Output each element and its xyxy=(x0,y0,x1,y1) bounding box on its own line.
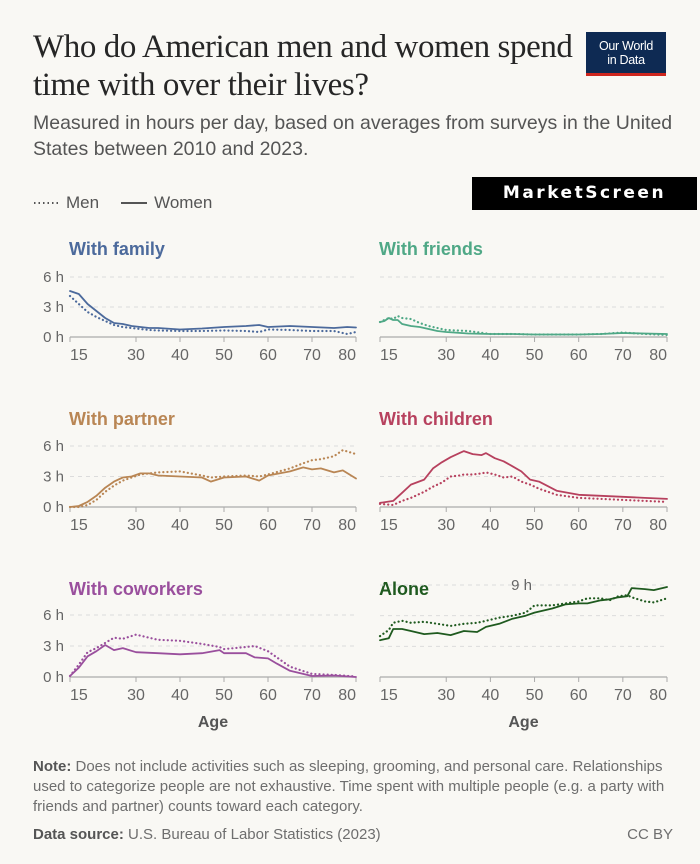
series-line-women xyxy=(379,317,668,336)
x-tick-label: 80 xyxy=(649,517,667,534)
footer: Note: Does not include activities such a… xyxy=(33,757,673,845)
x-tick-label: 60 xyxy=(570,517,588,534)
series-line-women xyxy=(379,586,668,642)
x-tick-label: 60 xyxy=(570,687,588,704)
x-tick-label: 80 xyxy=(338,517,356,534)
x-tick-label: 15 xyxy=(380,687,398,704)
x-tick-label: 40 xyxy=(171,517,189,534)
panel-title: With partner xyxy=(69,409,175,429)
series-line-women xyxy=(69,644,357,678)
license[interactable]: CC BY xyxy=(627,826,673,843)
series-line-women xyxy=(379,450,668,504)
x-tick-label: 70 xyxy=(303,517,321,534)
note: Note: Does not include activities such a… xyxy=(33,757,673,817)
x-tick-label: 70 xyxy=(614,517,632,534)
panel-title: With family xyxy=(69,239,165,259)
x-tick-label: 30 xyxy=(127,517,145,534)
x-tick-label: 70 xyxy=(614,687,632,704)
x-tick-label: 80 xyxy=(338,347,356,364)
legend-item-men[interactable]: Men xyxy=(33,193,99,213)
panel-title: With friends xyxy=(379,239,483,259)
chart-subtitle: Measured in hours per day, based on aver… xyxy=(33,112,673,160)
x-tick-label: 15 xyxy=(70,687,88,704)
x-tick-label: 80 xyxy=(649,687,667,704)
x-tick-label: 60 xyxy=(570,347,588,364)
legend-label-men: Men xyxy=(66,193,100,212)
chart-title: Who do American men and women spend time… xyxy=(33,29,573,103)
y-tick-label: 0 h xyxy=(43,499,64,516)
legend: Men Women xyxy=(33,193,234,213)
x-tick-label: 70 xyxy=(614,347,632,364)
y-tick-label: 6 h xyxy=(43,438,64,455)
source-label: Data source: xyxy=(33,826,124,843)
y-tick-label: 6 h xyxy=(43,607,64,624)
y-tick-label: 3 h xyxy=(43,638,64,655)
logo-line-2: in Data xyxy=(607,53,645,67)
x-tick-label: 70 xyxy=(303,687,321,704)
data-source: Data source: U.S. Bureau of Labor Statis… xyxy=(33,825,381,845)
panel-title: Alone xyxy=(379,579,429,599)
series-line-men xyxy=(378,314,669,337)
panel-title: With children xyxy=(379,409,493,429)
x-tick-label: 40 xyxy=(481,347,499,364)
x-tick-label: 30 xyxy=(127,687,145,704)
logo-accent-bar xyxy=(586,73,666,76)
x-tick-label: 50 xyxy=(526,687,544,704)
legend-label-women: Women xyxy=(154,193,213,212)
series-line-women xyxy=(69,466,357,508)
x-axis-label: Age xyxy=(198,714,228,731)
x-tick-label: 40 xyxy=(481,517,499,534)
x-tick-label: 15 xyxy=(380,517,398,534)
y-tick-label: 9 h xyxy=(511,577,532,594)
x-tick-label: 40 xyxy=(481,687,499,704)
owid-logo[interactable]: Our World in Data xyxy=(586,32,666,76)
y-tick-label: 0 h xyxy=(43,329,64,346)
x-tick-label: 30 xyxy=(127,347,145,364)
x-tick-label: 15 xyxy=(70,347,88,364)
x-tick-label: 80 xyxy=(649,347,667,364)
x-tick-label: 60 xyxy=(259,687,277,704)
x-tick-label: 50 xyxy=(215,687,233,704)
x-tick-label: 15 xyxy=(380,347,398,364)
x-tick-label: 30 xyxy=(437,347,455,364)
series-line-men xyxy=(68,449,358,509)
x-tick-label: 30 xyxy=(437,687,455,704)
series-line-men xyxy=(378,594,669,638)
x-tick-label: 50 xyxy=(215,517,233,534)
logo-line-1: Our World xyxy=(598,39,654,53)
y-tick-label: 6 h xyxy=(43,269,64,286)
series-line-men xyxy=(68,633,358,678)
x-tick-label: 60 xyxy=(259,517,277,534)
solid-line-icon xyxy=(121,202,148,204)
note-label: Note: xyxy=(33,758,72,775)
x-tick-label: 50 xyxy=(526,347,544,364)
x-tick-label: 40 xyxy=(171,687,189,704)
x-tick-label: 40 xyxy=(171,347,189,364)
y-tick-label: 3 h xyxy=(43,469,64,486)
x-tick-label: 30 xyxy=(437,517,455,534)
series-line-women xyxy=(69,290,357,331)
x-tick-label: 50 xyxy=(526,517,544,534)
x-tick-label: 50 xyxy=(215,347,233,364)
source-text[interactable]: U.S. Bureau of Labor Statistics (2023) xyxy=(123,826,381,843)
y-tick-label: 0 h xyxy=(43,669,64,686)
panel-title: With coworkers xyxy=(69,579,203,599)
series-line-men xyxy=(68,294,358,336)
series-line-men xyxy=(378,471,669,507)
x-tick-label: 80 xyxy=(338,687,356,704)
x-tick-label: 15 xyxy=(70,517,88,534)
note-text: Does not include activities such as slee… xyxy=(33,758,665,815)
x-tick-label: 60 xyxy=(259,347,277,364)
legend-item-women[interactable]: Women xyxy=(121,193,212,213)
x-axis-label: Age xyxy=(508,714,538,731)
watermark-banner: MarketScreen xyxy=(472,177,697,210)
x-tick-label: 70 xyxy=(303,347,321,364)
y-tick-label: 3 h xyxy=(43,299,64,316)
